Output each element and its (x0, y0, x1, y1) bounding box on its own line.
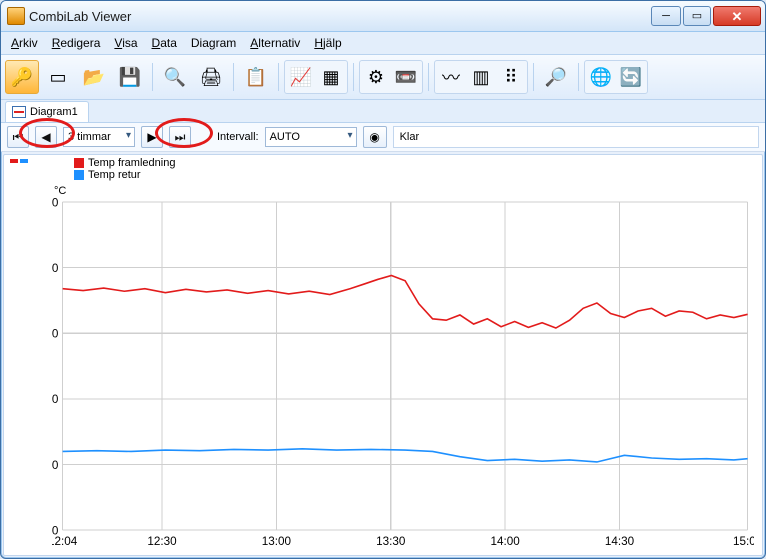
scatter-chart-icon[interactable]: ⠿ (496, 62, 526, 92)
interval-value: AUTO (270, 131, 300, 143)
tabstrip: Diagram1 (1, 100, 765, 123)
window-buttons: ─ ▭ ✕ (651, 6, 761, 26)
svg-text:13:00: 13:00 (262, 535, 292, 548)
lines-chart-icon[interactable]: 〰 (436, 62, 466, 92)
world-link-icon[interactable]: 🌐 (586, 62, 616, 92)
tab-label: Diagram1 (30, 106, 78, 118)
menu-redigera[interactable]: Redigera (46, 34, 107, 52)
tape-stack-icon[interactable]: 📼 (391, 62, 421, 92)
control-row: ⏮ ◀ 3 timmar ▶ ⏭ Intervall: AUTO ◉ Klar (1, 123, 765, 152)
svg-text:50,0: 50,0 (52, 459, 59, 472)
legend-label: Temp framledning (88, 157, 175, 169)
legend-mini-swatch-blue (20, 159, 28, 163)
new-icon[interactable]: ▭ (41, 60, 75, 94)
menubar: ArkivRedigeraVisaDataDiagramAlternativHj… (1, 32, 765, 55)
zoom-out-icon[interactable]: 🔎 (539, 60, 573, 94)
toolbar-group: 〰▥⠿ (434, 60, 528, 94)
legend-swatch (74, 158, 84, 168)
chart-area: °C 40,050,060,070,080,090,012:0412:3013:… (4, 183, 762, 556)
app-window: CombiLab Viewer ─ ▭ ✕ ArkivRedigeraVisaD… (0, 0, 766, 559)
timerange-select[interactable]: 3 timmar (63, 127, 135, 147)
status-text: Klar (400, 131, 420, 143)
open-icon[interactable]: 📂 (77, 60, 111, 94)
legend-mini-swatch-red (10, 159, 18, 163)
svg-text:13:30: 13:30 (376, 535, 406, 548)
refresh-icon[interactable]: 🔄 (616, 62, 646, 92)
legend-label: Temp retur (88, 169, 141, 181)
series-line (63, 449, 748, 462)
save-icon[interactable]: 💾 (113, 60, 147, 94)
line-chart: 40,050,060,070,080,090,012:0412:3013:001… (52, 187, 754, 552)
maximize-button[interactable]: ▭ (683, 6, 711, 26)
svg-text:60,0: 60,0 (52, 393, 59, 406)
gear-chart-icon[interactable]: ⚙ (361, 62, 391, 92)
svg-text:12:04: 12:04 (52, 535, 78, 548)
app-icon (7, 7, 25, 25)
menu-diagram[interactable]: Diagram (185, 34, 242, 52)
minimize-button[interactable]: ─ (651, 6, 681, 26)
interval-label: Intervall: (217, 131, 259, 143)
chart-tab-icon (12, 106, 26, 118)
toolbar-group: ⚙📼 (359, 60, 423, 94)
tab-diagram1[interactable]: Diagram1 (5, 101, 89, 122)
menu-data[interactable]: Data (146, 34, 183, 52)
legend: Temp framledningTemp retur (4, 155, 762, 183)
legend-swatch (74, 170, 84, 180)
toolbar-group: 🌐🔄 (584, 60, 648, 94)
chart-multi-icon[interactable]: 📈 (286, 62, 316, 92)
menu-visa[interactable]: Visa (108, 34, 143, 52)
toolbar-group: 📈▦ (284, 60, 348, 94)
table-icon[interactable]: ▦ (316, 62, 346, 92)
timerange-value: 3 timmar (68, 131, 111, 143)
svg-text:14:00: 14:00 (491, 535, 521, 548)
legend-item: Temp retur (74, 169, 752, 181)
print-icon[interactable]: 🖨 (194, 60, 228, 94)
interval-select[interactable]: AUTO (265, 127, 357, 147)
svg-text:15:04: 15:04 (733, 535, 754, 548)
content-area: Temp framledningTemp retur °C 40,050,060… (3, 154, 763, 556)
svg-text:90,0: 90,0 (52, 196, 59, 209)
first-button[interactable]: ⏮ (7, 126, 29, 148)
last-button[interactable]: ⏭ (169, 126, 191, 148)
bars-chart-icon[interactable]: ▥ (466, 62, 496, 92)
status-box: Klar (393, 126, 759, 148)
menu-hjälp[interactable]: Hjälp (308, 34, 347, 52)
titlebar: CombiLab Viewer ─ ▭ ✕ (1, 1, 765, 32)
y-unit-label: °C (54, 185, 66, 197)
prev-button[interactable]: ◀ (35, 126, 57, 148)
series-line (63, 275, 748, 328)
svg-text:12:30: 12:30 (147, 535, 177, 548)
copy-icon[interactable]: 📋 (239, 60, 273, 94)
close-button[interactable]: ✕ (713, 6, 761, 26)
menu-arkiv[interactable]: Arkiv (5, 34, 44, 52)
search-icon[interactable]: 🔍 (158, 60, 192, 94)
toolbar: 🔑▭📂💾 🔍🖨 📋 📈▦ ⚙📼 〰▥⠿ 🔎 🌐🔄 (1, 55, 765, 100)
menu-alternativ[interactable]: Alternativ (244, 34, 306, 52)
svg-text:80,0: 80,0 (52, 262, 59, 275)
svg-text:14:30: 14:30 (605, 535, 635, 548)
play-button[interactable]: ▶ (141, 126, 163, 148)
svg-text:70,0: 70,0 (52, 328, 59, 341)
window-title: CombiLab Viewer (29, 9, 651, 24)
legend-item: Temp framledning (74, 157, 752, 169)
live-toggle-icon[interactable]: ◉ (363, 126, 387, 148)
key-icon[interactable]: 🔑 (5, 60, 39, 94)
